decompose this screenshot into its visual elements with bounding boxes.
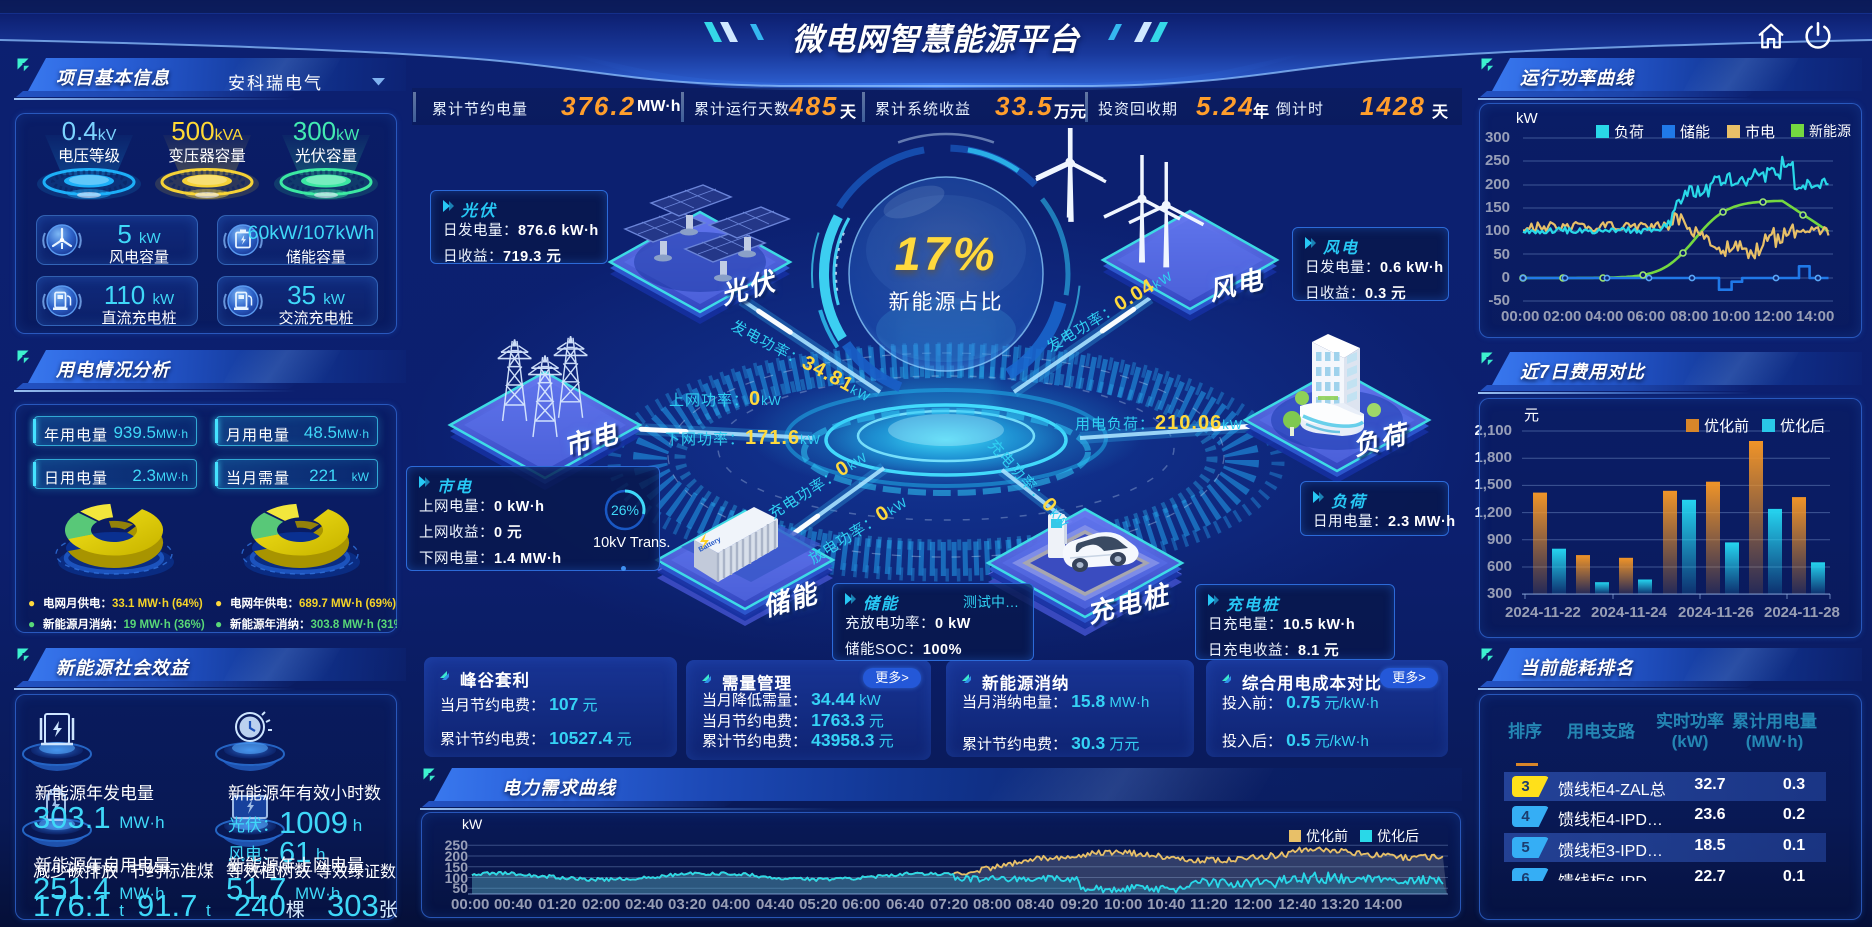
- svg-text:26%: 26%: [611, 502, 639, 518]
